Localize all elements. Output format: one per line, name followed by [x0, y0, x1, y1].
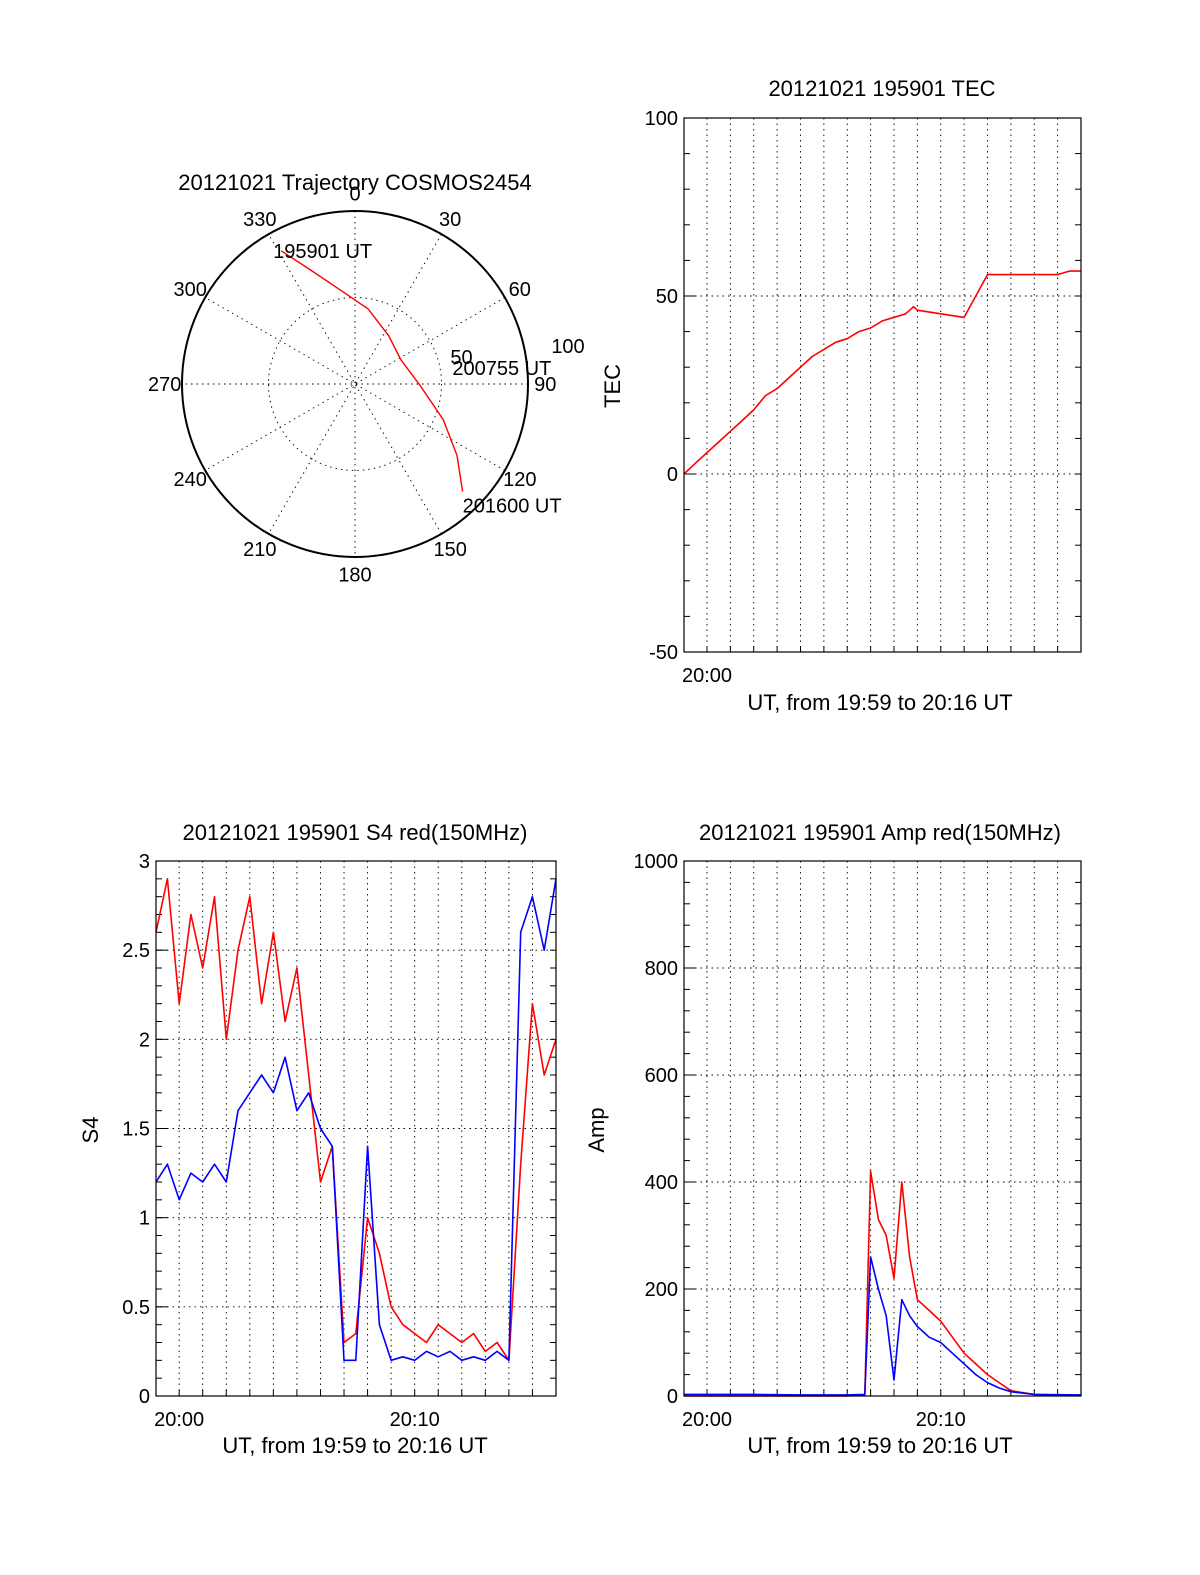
polar-radial-label: 100 [551, 336, 584, 358]
polar-azimuth-label: 240 [174, 469, 207, 491]
s4-title: 20121021 195901 S4 red(150MHz) [183, 820, 528, 845]
s4-ytick-label: 3 [139, 851, 150, 873]
polar-azimuth-labels: 0 30 60 90 120 150 180 210 240 270 300 330 50 100 [148, 184, 585, 587]
s4-ytick-label: 0.5 [122, 1297, 150, 1319]
s4-series-line [155, 878, 557, 1362]
s4-panel: 20121021 195901 S4 red(150MHz) UT, from … [78, 820, 557, 1458]
amp-series-line [684, 1256, 1082, 1396]
amp-panel: 20121021 195901 Amp red(150MHz) UT, from… [584, 820, 1082, 1458]
polar-azimuth-label: 120 [503, 469, 536, 491]
tec-ytick-label: 100 [645, 108, 678, 130]
polar-azimuth-label: 90 [534, 374, 556, 396]
amp-ytick-label: 800 [645, 958, 678, 980]
s4-ylabel: S4 [78, 1117, 103, 1144]
polar-inner-circle [268, 297, 442, 471]
polar-azimuth-label: 30 [439, 209, 461, 231]
amp-title: 20121021 195901 Amp red(150MHz) [699, 820, 1061, 845]
s4-ytick-label: 0 [139, 1386, 150, 1408]
polar-annotations: 195901 UT 200755 UT 201600 UT [273, 241, 561, 518]
polar-spoke [204, 297, 506, 471]
amp-xtick-label: 20:00 [682, 1409, 732, 1431]
polar-azimuth-label: 0 [349, 184, 360, 206]
s4-ytick-label: 2 [139, 1029, 150, 1051]
amp-xlabel: UT, from 19:59 to 20:16 UT [747, 1433, 1012, 1458]
polar-azimuth-label: 150 [433, 539, 466, 561]
tec-title: 20121021 195901 TEC [768, 76, 995, 101]
polar-azimuth-label: 330 [243, 209, 276, 231]
polar-azimuth-label: 270 [148, 374, 181, 396]
polar-grid [181, 210, 529, 558]
polar-annotation: 195901 UT [273, 241, 372, 263]
polar-spoke [268, 233, 442, 535]
amp-ytick-label: 0 [667, 1386, 678, 1408]
s4-plot-frame [155, 860, 557, 1397]
polar-annotation: 200755 UT [452, 358, 551, 380]
tec-series-line [683, 270, 1081, 475]
amp-xtick-label: 20:10 [916, 1409, 966, 1431]
s4-ytick-label: 2.5 [122, 940, 150, 962]
tec-xtick-label: 20:00 [682, 665, 732, 687]
amp-ytick-label: 400 [645, 1172, 678, 1194]
amp-ylabel: Amp [584, 1107, 609, 1152]
polar-azimuth-label: 300 [174, 279, 207, 301]
amp-series-line [684, 1170, 1082, 1397]
amp-ytick-label: 200 [645, 1279, 678, 1301]
s4-series-line [155, 878, 557, 1362]
polar-spoke [268, 233, 442, 535]
amp-ytick-label: 600 [645, 1065, 678, 1087]
tec-plot-frame [683, 117, 1082, 653]
polar-radial-label: 50 [450, 347, 472, 369]
tec-ytick-label: -50 [649, 642, 678, 664]
amp-ytick-label: 1000 [634, 851, 679, 873]
s4-ytick-label: 1 [139, 1208, 150, 1230]
polar-annotation: 201600 UT [463, 496, 562, 518]
polar-title: 20121021 Trajectory COSMOS2454 [178, 170, 531, 195]
polar-azimuth-label: 60 [509, 279, 531, 301]
s4-xlabel: UT, from 19:59 to 20:16 UT [222, 1433, 487, 1458]
polar-azimuth-label: 180 [338, 564, 371, 586]
s4-ytick-label: 1.5 [122, 1119, 150, 1141]
tec-ytick-label: 50 [656, 286, 678, 308]
polar-trajectory-line [280, 250, 464, 492]
polar-azimuth-label: 210 [243, 539, 276, 561]
tec-xlabel: UT, from 19:59 to 20:16 UT [747, 690, 1012, 715]
polar-spoke [204, 297, 506, 471]
polar-trajectory-panel: 20121021 Trajectory COSMOS2454 0 30 60 90 12… [148, 170, 585, 586]
s4-xtick-label: 20:00 [154, 1409, 204, 1431]
s4-xtick-label: 20:10 [390, 1409, 440, 1431]
tec-ylabel: TEC [600, 364, 625, 408]
polar-series [280, 250, 464, 492]
tec-panel: 20121021 195901 TEC UT, from 19:59 to 20… [600, 76, 1082, 715]
amp-plot-frame [683, 860, 1082, 1397]
tec-ytick-label: 0 [667, 464, 678, 486]
